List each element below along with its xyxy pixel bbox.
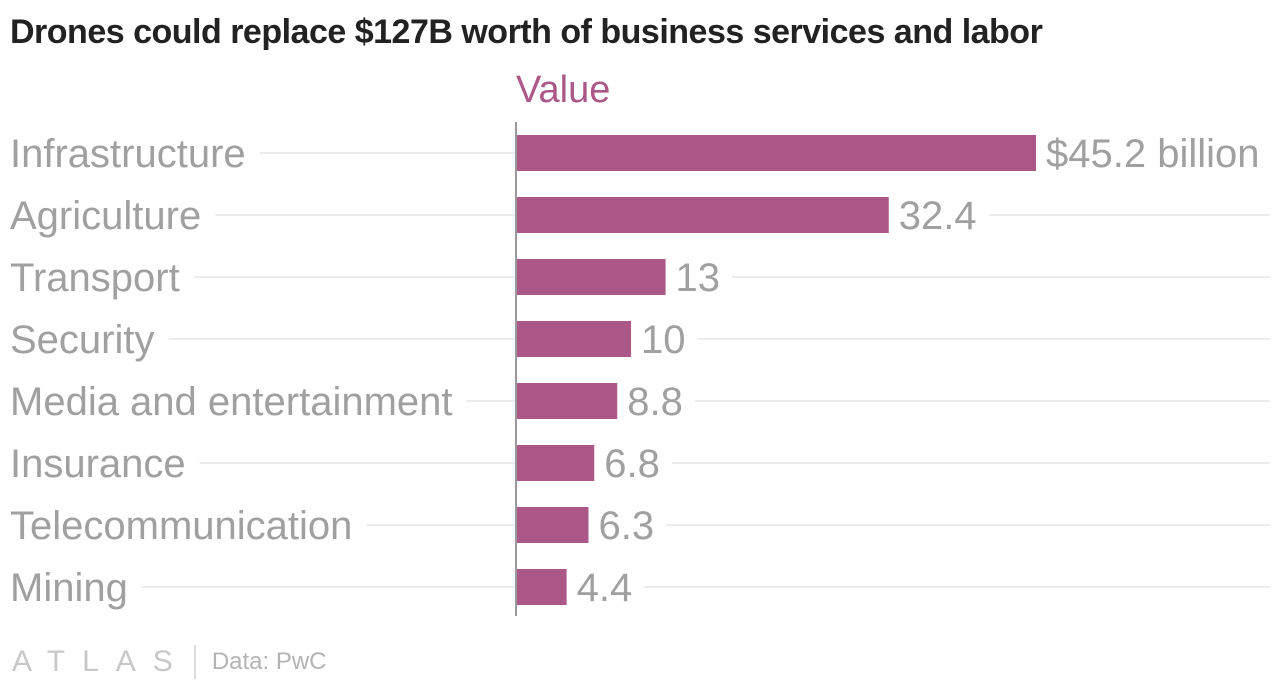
bar: [516, 259, 666, 295]
category-label: Transport: [10, 256, 180, 300]
category-label: Insurance: [10, 442, 186, 486]
bar: [516, 445, 595, 481]
value-label: 4.4: [577, 566, 633, 610]
category-label: Infrastructure: [10, 132, 246, 176]
category-label: Telecommunication: [10, 504, 352, 548]
labels: Infrastructure $45.2 billion Agriculture 32…: [10, 132, 1260, 610]
value-label: 6.8: [604, 442, 660, 486]
value-label: 32.4: [899, 194, 977, 238]
value-label: $45.2 billion: [1046, 132, 1260, 176]
bar: [516, 383, 618, 419]
category-label: Agriculture: [10, 194, 201, 238]
bar: [516, 197, 889, 233]
category-label: Mining: [10, 566, 128, 610]
bar: [516, 507, 589, 543]
source-note: Data: PwC: [211, 648, 327, 675]
footer: ATLAS Data: PwC: [12, 640, 327, 684]
category-label: Security: [10, 318, 155, 362]
bar: [516, 135, 1036, 171]
category-label: Media and entertainment: [10, 380, 453, 424]
legend-label: Value: [516, 69, 610, 111]
value-label: 8.8: [627, 380, 683, 424]
value-label: 13: [676, 256, 721, 300]
footer-divider: [193, 645, 196, 679]
grid-lines: [141, 152, 1270, 588]
atlas-logo: ATLAS: [12, 645, 190, 678]
value-label: 6.3: [598, 504, 654, 548]
bar: [516, 569, 567, 605]
bar: [516, 321, 632, 357]
value-label: 10: [641, 318, 686, 362]
chart-title: Drones could replace $127B worth of busi…: [10, 13, 1043, 51]
bars: [516, 135, 1036, 605]
